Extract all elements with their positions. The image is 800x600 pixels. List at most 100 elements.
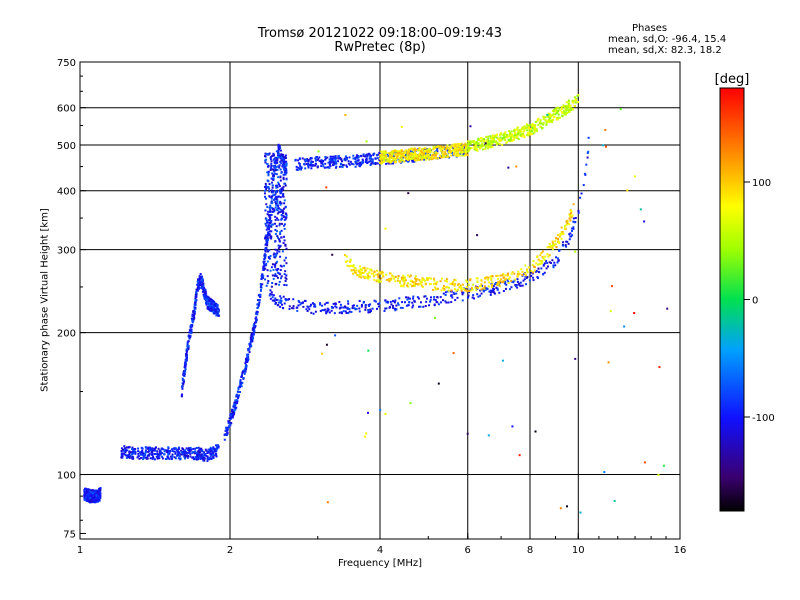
- echo-point: [267, 186, 270, 189]
- echo-point: [383, 158, 386, 161]
- echo-point: [585, 163, 588, 166]
- echo-point: [283, 207, 286, 210]
- echo-point: [492, 141, 495, 144]
- echo-point: [560, 226, 563, 229]
- echo-point: [492, 285, 495, 288]
- echo-point: [483, 287, 486, 290]
- echo-point: [265, 218, 268, 221]
- echo-point: [570, 210, 573, 213]
- echo-point: [204, 289, 207, 292]
- echo-point: [270, 213, 273, 216]
- echo-point: [279, 273, 282, 276]
- echo-point: [321, 163, 324, 166]
- echo-point: [276, 236, 279, 239]
- echo-point: [363, 277, 366, 280]
- echo-point: [560, 237, 563, 240]
- echo-point: [199, 273, 202, 276]
- echo-point: [364, 304, 367, 307]
- echo-point: [453, 293, 456, 296]
- echo-point: [205, 454, 208, 457]
- echo-point: [420, 284, 423, 287]
- echo-point: [552, 266, 555, 269]
- phases-legend-title: Phases: [632, 23, 668, 34]
- echo-point: [193, 308, 196, 311]
- echo-point: [485, 139, 488, 142]
- echo-point: [267, 232, 270, 235]
- echo-point: [411, 152, 414, 155]
- echo-point: [278, 166, 281, 169]
- echo-point: [393, 277, 396, 280]
- echo-point: [269, 210, 272, 213]
- echo-point: [273, 300, 276, 303]
- echo-point: [510, 134, 513, 137]
- echo-point: [310, 311, 313, 314]
- echo-point: [211, 451, 214, 454]
- noise-point: [384, 412, 387, 415]
- echo-point: [537, 270, 540, 273]
- echo-point: [197, 450, 200, 453]
- echo-point: [565, 223, 568, 226]
- echo-point: [379, 158, 382, 161]
- echo-point: [200, 287, 203, 290]
- echo-point: [434, 288, 437, 291]
- echo-point: [521, 132, 524, 135]
- echo-point: [278, 280, 281, 283]
- echo-point: [280, 171, 283, 174]
- noise-point: [367, 349, 370, 352]
- echo-point: [364, 275, 367, 278]
- echo-point: [232, 413, 235, 416]
- echo-point: [183, 372, 186, 375]
- echo-point: [383, 157, 386, 160]
- echo-point: [304, 159, 307, 162]
- echo-point: [452, 145, 455, 148]
- echo-point: [184, 359, 187, 362]
- echo-point: [283, 302, 286, 305]
- echo-point: [93, 491, 96, 494]
- echo-point: [319, 310, 322, 313]
- echo-point: [489, 291, 492, 294]
- echo-point: [432, 277, 435, 280]
- echo-point: [364, 308, 367, 311]
- echo-point: [519, 134, 522, 137]
- echo-point: [131, 446, 134, 449]
- echo-point: [366, 155, 369, 158]
- echo-point: [427, 148, 430, 151]
- echo-point: [563, 227, 566, 230]
- echo-point: [277, 207, 280, 210]
- echo-point: [434, 151, 437, 154]
- echo-point: [266, 233, 269, 236]
- echo-point: [279, 277, 282, 280]
- echo-point: [306, 158, 309, 161]
- echo-point: [461, 299, 464, 302]
- echo-point: [151, 454, 154, 457]
- echo-point: [333, 312, 336, 315]
- echo-point: [264, 267, 267, 270]
- echo-point: [154, 446, 157, 449]
- echo-point: [406, 282, 409, 285]
- echo-point: [342, 164, 345, 167]
- echo-point: [158, 450, 161, 453]
- echo-point: [85, 497, 88, 500]
- echo-point: [385, 301, 388, 304]
- echo-point: [438, 147, 441, 150]
- echo-point: [285, 214, 288, 217]
- echo-point: [456, 152, 459, 155]
- echo-point: [499, 133, 502, 136]
- echo-point: [489, 293, 492, 296]
- echo-point: [204, 448, 207, 451]
- echo-point: [90, 498, 93, 501]
- echo-point: [562, 232, 565, 235]
- echo-point: [522, 279, 525, 282]
- echo-point: [413, 283, 416, 286]
- echo-point: [542, 264, 545, 267]
- echo-point: [528, 279, 531, 282]
- echo-point: [192, 456, 195, 459]
- echo-point: [364, 155, 367, 158]
- echo-point: [387, 155, 390, 158]
- echo-point: [366, 272, 369, 275]
- echo-point: [233, 410, 236, 413]
- echo-point: [556, 234, 559, 237]
- echo-point: [86, 495, 89, 498]
- echo-point: [264, 155, 267, 158]
- echo-point: [211, 305, 214, 308]
